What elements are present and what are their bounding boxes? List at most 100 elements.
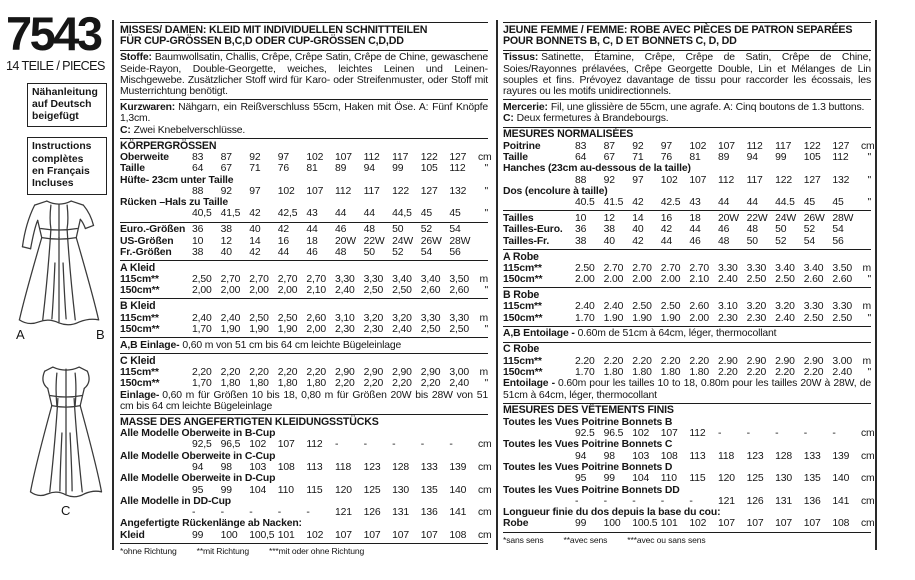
measure-value: 3.00 <box>832 355 852 367</box>
measure-value: 88 <box>192 185 204 197</box>
measure-value: 41.5 <box>603 197 624 209</box>
measure-value: - <box>363 439 367 451</box>
measure-value: 67 <box>603 151 615 163</box>
measure-value: 139 <box>449 461 467 473</box>
measure-row: 150cm** 1.70 1.80 1.80 1.80 1.80 2.20 2.20 2.20 2… <box>503 367 871 378</box>
measure-value: 107 <box>334 529 352 541</box>
measure-value: 40 <box>603 235 615 247</box>
measure-value: 42 <box>632 197 644 209</box>
measure-value: 50 <box>746 235 758 247</box>
measure-value: 107 <box>392 529 410 541</box>
measure-value: 2.90 <box>775 355 795 367</box>
measure-value: 107 <box>775 518 793 530</box>
view-b-label: B <box>96 327 106 342</box>
measure-row: 115cm** 2,20 2,20 2,20 2,20 2,20 2,90 2,90 2,90 2… <box>120 367 488 378</box>
measure-value: 107 <box>717 518 735 530</box>
measure-value: 43 <box>689 197 701 209</box>
measure-row-label: Oberweite <box>120 151 169 163</box>
measure-value: 2,70 <box>306 274 326 286</box>
measure-value: 118 <box>717 450 735 462</box>
measure-value: 99 <box>192 529 204 541</box>
measure-value: 117 <box>363 185 380 197</box>
measure-row-label: Euro.-Größen <box>120 224 186 236</box>
measure-value: - <box>660 495 665 507</box>
section-divider <box>120 137 488 139</box>
measure-value: 2,20 <box>306 366 326 378</box>
measure-value: 87 <box>220 151 232 163</box>
measure-row-label: Toutes les Vues Poitrine Bonnets DD <box>503 484 680 496</box>
measure-value: 107 <box>277 439 295 451</box>
measure-value: 107 <box>746 518 764 530</box>
measure-value: 46 <box>306 246 318 258</box>
measure-value: 46 <box>334 224 347 236</box>
measure-value: 2,30 <box>363 323 384 335</box>
measure-value: 99 <box>603 473 615 485</box>
measure-row-label: Fr.-Größen <box>120 246 172 258</box>
measure-value: 117 <box>746 174 763 186</box>
measure-value: 42,5 <box>277 208 298 220</box>
measure-row-label: Toutes les Vues Poitrine Bonnets B <box>503 416 673 428</box>
measure-value: 2,90 <box>420 366 441 378</box>
measure-value: 22W <box>363 235 385 247</box>
measure-value: 126 <box>746 495 764 507</box>
measure-value: 22W <box>746 213 768 225</box>
measure-value: 3,20 <box>392 312 412 324</box>
measure-value: 112 <box>334 185 352 197</box>
section-divider <box>503 99 871 101</box>
measure-value: 2,20 <box>192 366 212 378</box>
measure-value: - <box>192 507 196 519</box>
measure-value: 104 <box>249 484 267 496</box>
measure-value: 100,5 <box>249 529 275 541</box>
measure-value: 140 <box>449 484 467 496</box>
measure-value: 3.40 <box>775 262 795 274</box>
measure-row: 88 92 97 102 107 112 117 122 127 132 " <box>503 175 871 186</box>
interfacing-note: Einlage- 0,60 m für Größen 10 bis 18, 0,8… <box>120 390 488 413</box>
measure-value: 2,20 <box>220 366 241 378</box>
measure-value: 2,50 <box>392 285 412 297</box>
measure-value: 54 <box>420 246 433 258</box>
measure-value: 2,50 <box>277 312 298 324</box>
measure-value: 2.50 <box>660 301 681 313</box>
measure-value: 3,30 <box>449 312 469 324</box>
interfacing-note-label: Einlage- <box>120 389 160 401</box>
measure-value: 103 <box>632 450 650 462</box>
measure-value: - <box>220 507 224 519</box>
measure-value: 101 <box>660 518 678 530</box>
measure-value: 1.80 <box>689 366 709 378</box>
measure-value: 50 <box>775 224 787 236</box>
measure-row-label: Alle Modelle Oberweite in C-Cup <box>120 450 276 462</box>
interfacing-ab-note-label: A,B Einlage- <box>120 339 180 351</box>
measure-value: 1.90 <box>632 312 652 324</box>
measure-value: 2.20 <box>689 355 709 367</box>
measure-value: 2,30 <box>334 323 355 335</box>
measure-value: 52 <box>392 246 404 258</box>
measure-row: 150cm** 1.70 1.90 1.90 1.90 2.00 2.30 2.30 2.40 2… <box>503 313 871 324</box>
measure-value: 108 <box>832 518 850 530</box>
measure-value: 1,70 <box>192 323 212 335</box>
measure-row-label: Alle Modelle Oberweite in D-Cup <box>120 473 276 485</box>
measure-row: 115cm** 2.40 2.40 2.50 2.50 2.60 3.10 3.20 3.20 3… <box>503 301 871 312</box>
measure-value: 24W <box>392 235 414 247</box>
measure-row: 92,5 96,5 102 107 112- - - - - cm <box>120 439 492 451</box>
measure-value: 126 <box>363 507 381 519</box>
measure-value: 103 <box>249 461 267 473</box>
measure-value: 118 <box>334 461 352 473</box>
fabrics-paragraph-text: Baumwollsatin, Challis, Crêpe, Crêpe Sat… <box>120 52 488 98</box>
measure-value: 100.5 <box>632 518 658 530</box>
interfacing-note-text: 0.60m pour les tailles 10 to 18, 0.80m p… <box>503 378 871 401</box>
measure-value: 107 <box>334 151 352 163</box>
measure-value: 64 <box>575 151 587 163</box>
unit-label: cm <box>477 461 492 473</box>
measure-value: 127 <box>420 185 438 197</box>
measure-row: Tailles-Fr. 38 40 42 44 46 48 50 52 54 56 <box>503 236 871 247</box>
measure-value: 2.00 <box>575 274 595 286</box>
measure-value: 40.5 <box>575 197 595 209</box>
measure-value: 1,80 <box>249 378 269 390</box>
measure-value: 102 <box>277 185 295 197</box>
measure-value: 52 <box>420 224 433 236</box>
measure-value: 112 <box>746 140 763 152</box>
measure-value: 42 <box>249 246 261 258</box>
footnotes: *sans sens **avec sens ***avec ou sans sen… <box>503 535 871 546</box>
view-a-label: A <box>16 327 26 342</box>
unit-label: " <box>867 274 871 286</box>
